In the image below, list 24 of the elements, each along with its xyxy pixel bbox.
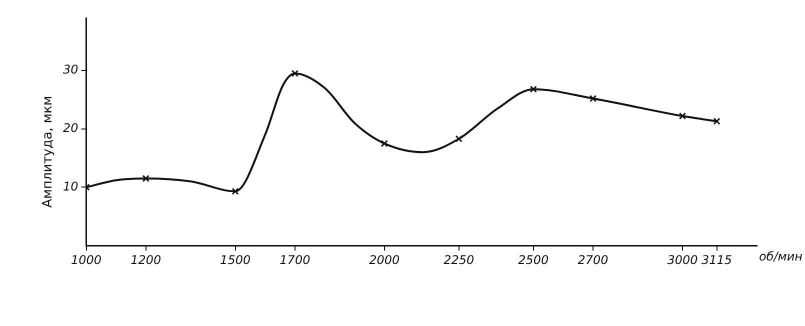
y-tick-label: 30 [62, 62, 79, 77]
point [291, 70, 299, 78]
x-tick-label: 1200 [130, 252, 162, 267]
x-axis-title: об/мин [759, 250, 803, 264]
x-tick-label: 1500 [220, 252, 251, 267]
point [142, 174, 150, 182]
point [678, 112, 686, 120]
y-axis-title: Амплитуда, мкм [40, 96, 56, 208]
x-tick-label: 2500 [518, 252, 550, 267]
y-tick-label: 20 [62, 121, 79, 136]
x-tick-label: 3115 [701, 252, 732, 267]
x-tick-label: 3000 [667, 252, 698, 267]
point [455, 135, 462, 142]
point [530, 86, 537, 93]
x-tick-label: 1700 [280, 252, 311, 267]
point [589, 94, 597, 102]
x-tick-label: 1000 [70, 252, 102, 267]
point [713, 118, 720, 125]
x-tick-label: 2000 [369, 252, 400, 267]
point [380, 140, 388, 148]
x-tick-label: 2700 [578, 252, 609, 267]
point [232, 188, 239, 195]
x-tick-label: 2250 [444, 252, 475, 267]
y-tick-label: 10 [62, 179, 79, 194]
